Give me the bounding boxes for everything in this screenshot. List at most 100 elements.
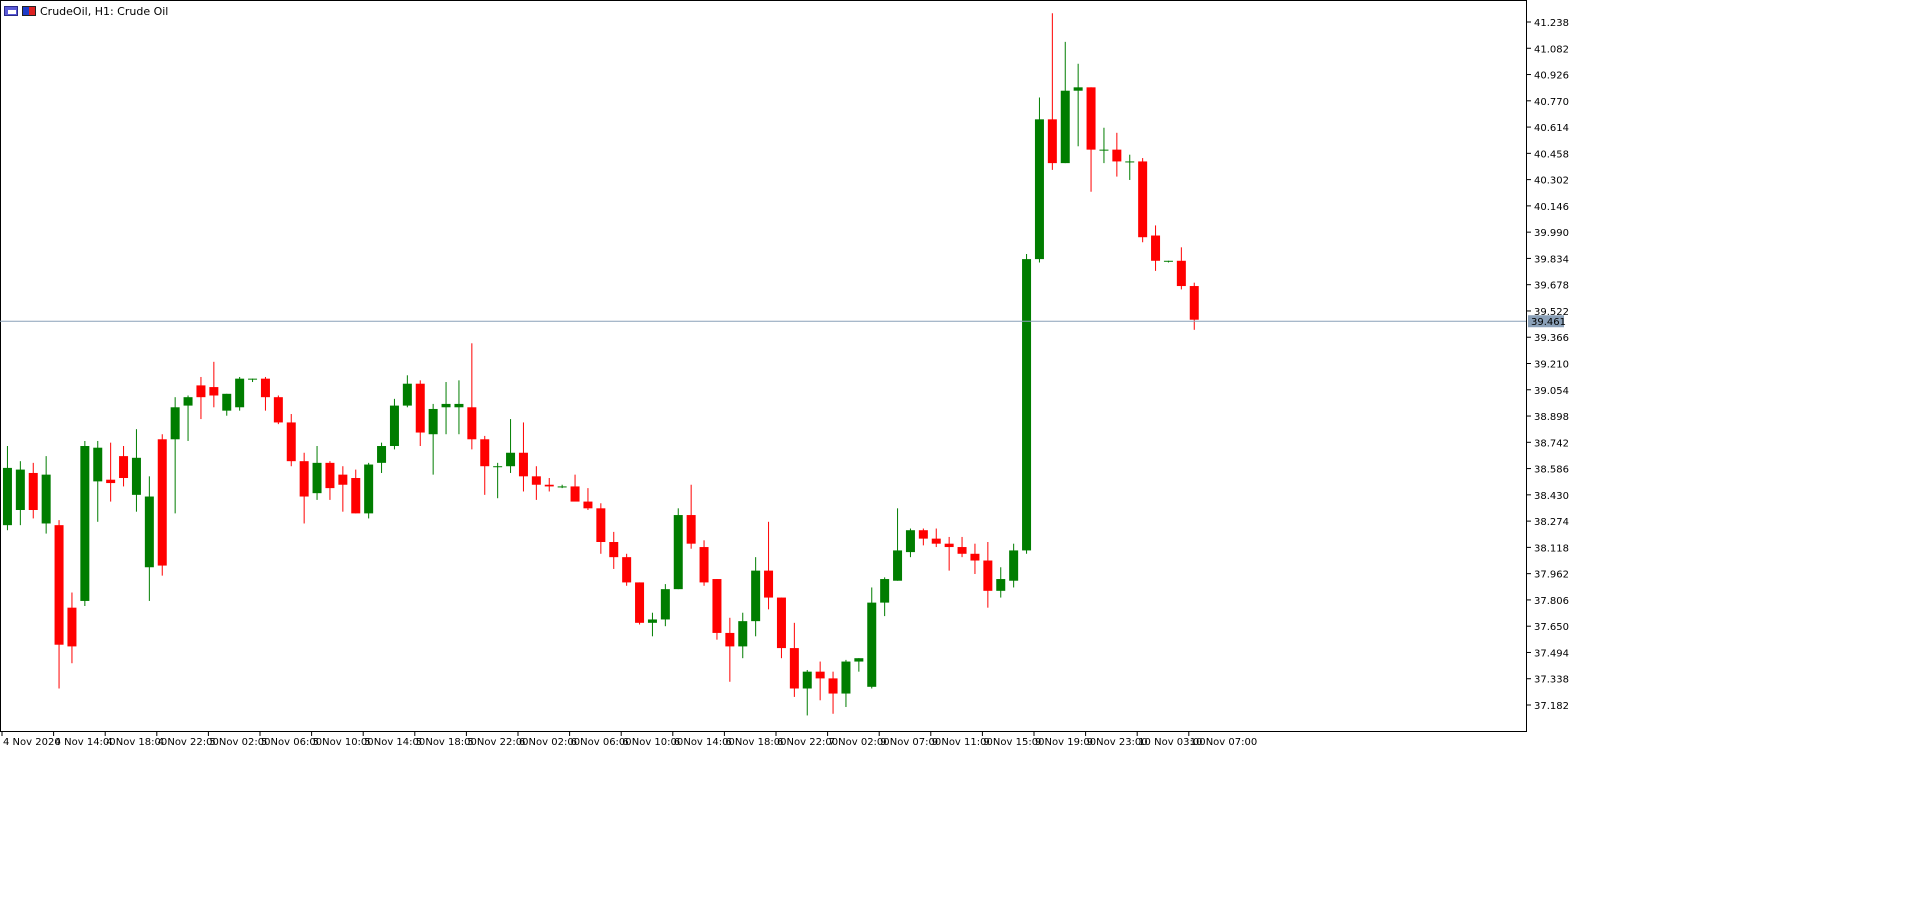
candle: [325, 461, 335, 500]
candle: [222, 393, 232, 416]
candle: [1034, 97, 1044, 263]
price-tick-label: 37.650: [1534, 622, 1569, 633]
candle-body: [273, 397, 283, 423]
candle-body: [119, 456, 129, 479]
candle: [248, 378, 258, 383]
price-tick-label: 39.834: [1534, 254, 1569, 265]
candle-body: [183, 397, 193, 406]
candle: [260, 376, 270, 411]
time-tick-label: 5 Nov 10:00: [313, 737, 374, 748]
candle: [2, 446, 12, 531]
candle: [144, 476, 154, 601]
candle: [647, 612, 657, 637]
candle-body: [712, 579, 722, 633]
candle: [183, 395, 193, 441]
time-tick-label: 6 Nov 18:00: [725, 737, 786, 748]
candle-body: [880, 579, 890, 603]
candle-body: [983, 560, 993, 591]
candle: [493, 462, 503, 499]
candle-body: [518, 452, 528, 477]
candle: [1189, 282, 1199, 330]
price-tick-label: 37.182: [1534, 701, 1569, 712]
candle-body: [764, 570, 774, 598]
candle-body: [415, 383, 425, 433]
candle-body: [351, 478, 361, 514]
candle: [518, 422, 528, 492]
candle-body: [944, 543, 954, 548]
candle: [1060, 41, 1070, 164]
candle-body: [312, 462, 322, 494]
candle-body: [635, 582, 645, 623]
price-axis[interactable]: 41.238 41.082 40.926 40.770 40.614 40.458 40.3…: [1526, 18, 1569, 712]
candle-body: [596, 508, 606, 542]
candle-body: [557, 486, 567, 488]
candle-body: [93, 447, 103, 482]
candle-body: [1086, 87, 1096, 150]
candle-body: [867, 602, 877, 687]
candle: [751, 557, 761, 637]
candle: [931, 528, 941, 548]
price-tick-label: 38.274: [1534, 517, 1569, 528]
candle-body: [67, 607, 77, 647]
candle: [854, 658, 864, 672]
time-tick-label: 6 Nov 22:00: [777, 737, 838, 748]
candle: [389, 398, 399, 450]
candle: [1163, 260, 1173, 263]
candle-body: [1073, 87, 1083, 91]
candle-body: [647, 619, 657, 623]
candle-body: [931, 538, 941, 544]
price-tick-label: 40.926: [1534, 71, 1569, 82]
candle-body: [222, 393, 232, 411]
time-tick-label: 5 Nov 02:00: [209, 737, 270, 748]
candle-body: [531, 476, 541, 485]
chart-title: CrudeOil, H1: Crude Oil: [40, 4, 169, 18]
time-tick-label: 4 Nov 22:00: [158, 737, 219, 748]
candle: [131, 429, 141, 512]
candle-body: [544, 484, 554, 487]
candle: [789, 622, 799, 697]
candle-body: [260, 378, 270, 398]
candle: [970, 543, 980, 574]
chart-window-icon: [4, 6, 18, 16]
price-tick-label: 40.770: [1534, 97, 1569, 108]
candle: [531, 466, 541, 500]
candle-body: [377, 446, 387, 463]
candle-body: [1060, 90, 1070, 164]
candle: [699, 540, 709, 586]
candles-layer: [2, 13, 1199, 716]
candle-body: [609, 541, 619, 558]
time-tick-label: 5 Nov 18:00: [416, 737, 477, 748]
price-tick-label: 40.302: [1534, 176, 1569, 187]
price-tick-label: 41.082: [1534, 44, 1569, 55]
time-tick-label: 4 Nov 2020: [3, 737, 61, 748]
price-tick-label: 37.494: [1534, 648, 1569, 659]
candle: [119, 446, 129, 487]
candle-body: [1112, 149, 1122, 162]
candle-body: [28, 472, 38, 511]
candle: [454, 380, 464, 435]
price-tick-label: 39.366: [1534, 333, 1569, 344]
candle: [170, 397, 180, 514]
candle-body: [802, 671, 812, 689]
candle-body: [776, 597, 786, 649]
candle: [867, 587, 877, 689]
candle: [441, 382, 451, 435]
price-tick-label: 38.742: [1534, 438, 1569, 449]
candle: [235, 376, 245, 411]
candle-body: [157, 439, 167, 566]
candle-body: [1189, 286, 1199, 320]
candle-body: [905, 530, 915, 553]
candle: [286, 414, 296, 467]
candle-body: [428, 408, 438, 435]
candle: [983, 541, 993, 608]
candle-body: [1034, 119, 1044, 260]
candle-body: [789, 648, 799, 689]
candle-body: [815, 671, 825, 679]
candle-body: [506, 452, 516, 467]
time-tick-label: 6 Nov 14:00: [674, 737, 735, 748]
candle-body: [170, 407, 180, 440]
candle-body: [467, 407, 477, 440]
